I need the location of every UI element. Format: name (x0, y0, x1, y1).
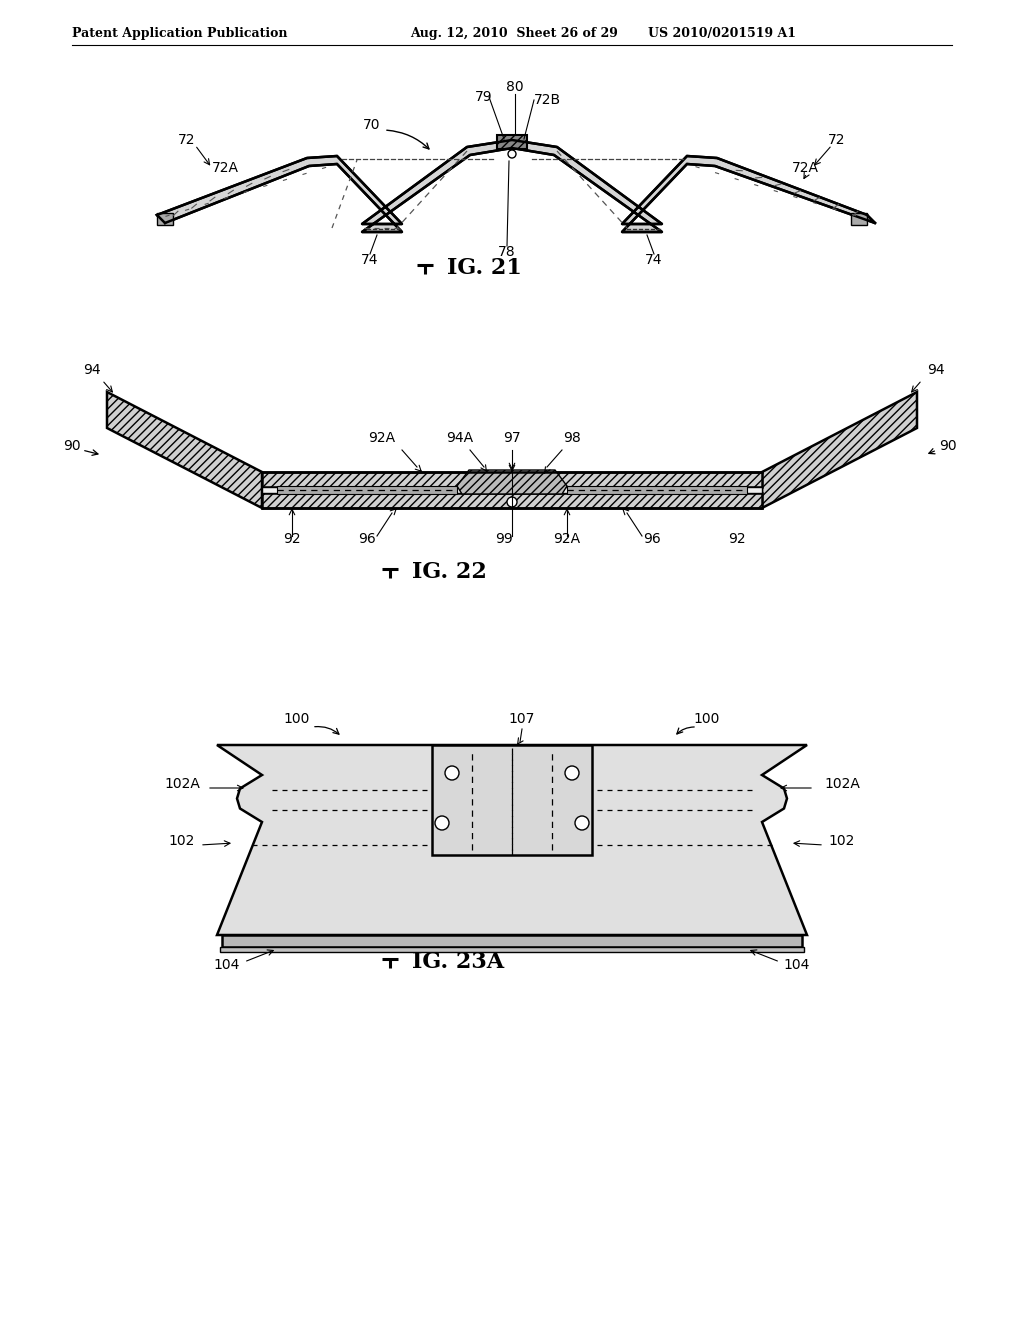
Text: 104: 104 (214, 958, 241, 972)
Text: 80: 80 (506, 81, 524, 94)
Text: 99: 99 (496, 532, 513, 546)
Polygon shape (262, 492, 762, 508)
Text: 96: 96 (643, 532, 660, 546)
Circle shape (435, 816, 449, 830)
Text: 100: 100 (284, 711, 310, 726)
Text: Patent Application Publication: Patent Application Publication (72, 26, 288, 40)
Circle shape (575, 816, 589, 830)
Polygon shape (217, 744, 807, 935)
Polygon shape (457, 470, 567, 494)
Text: 72A: 72A (792, 161, 819, 176)
Bar (157, 213, 173, 224)
Text: Aug. 12, 2010  Sheet 26 of 29: Aug. 12, 2010 Sheet 26 of 29 (410, 26, 617, 40)
Text: IG. 21: IG. 21 (447, 257, 522, 279)
Text: IG. 22: IG. 22 (412, 561, 486, 583)
Polygon shape (220, 946, 804, 952)
Text: 72: 72 (828, 133, 846, 147)
Text: 102A: 102A (824, 777, 860, 791)
Text: 98: 98 (563, 432, 581, 445)
Text: 72B: 72B (534, 92, 561, 107)
Text: 90: 90 (63, 440, 81, 453)
Text: 79: 79 (475, 90, 493, 104)
Polygon shape (262, 487, 762, 492)
Circle shape (565, 766, 579, 780)
Polygon shape (222, 935, 802, 946)
Polygon shape (567, 486, 746, 494)
Text: 96: 96 (358, 532, 376, 546)
Text: 90: 90 (939, 440, 956, 453)
Text: 97: 97 (503, 432, 521, 445)
Circle shape (507, 498, 517, 507)
Polygon shape (762, 392, 918, 508)
Polygon shape (157, 140, 874, 232)
Circle shape (445, 766, 459, 780)
Text: IG. 23A: IG. 23A (412, 950, 504, 973)
Bar (432, 744, 592, 855)
Text: 92A: 92A (553, 532, 581, 546)
Text: 100: 100 (694, 711, 720, 726)
Text: 92A: 92A (369, 432, 395, 445)
Text: 92: 92 (284, 532, 301, 546)
Text: 102: 102 (169, 834, 196, 847)
Bar (497, 135, 527, 149)
Polygon shape (106, 392, 262, 508)
Text: 107: 107 (509, 711, 536, 726)
Text: US 2010/0201519 A1: US 2010/0201519 A1 (648, 26, 796, 40)
Text: 72A: 72A (212, 161, 239, 176)
Circle shape (508, 150, 516, 158)
Polygon shape (278, 486, 457, 494)
Text: 94A: 94A (446, 432, 473, 445)
Text: 102A: 102A (164, 777, 200, 791)
Text: 70: 70 (364, 117, 381, 132)
Text: 78: 78 (499, 246, 516, 259)
Polygon shape (262, 473, 762, 487)
Text: 74: 74 (645, 253, 663, 267)
Text: 72: 72 (178, 133, 196, 147)
Text: 94: 94 (83, 363, 100, 378)
Text: 92: 92 (728, 532, 745, 546)
Text: 102: 102 (828, 834, 855, 847)
Bar (851, 213, 867, 224)
Text: 74: 74 (361, 253, 379, 267)
Text: 104: 104 (783, 958, 810, 972)
Text: 94: 94 (927, 363, 944, 378)
